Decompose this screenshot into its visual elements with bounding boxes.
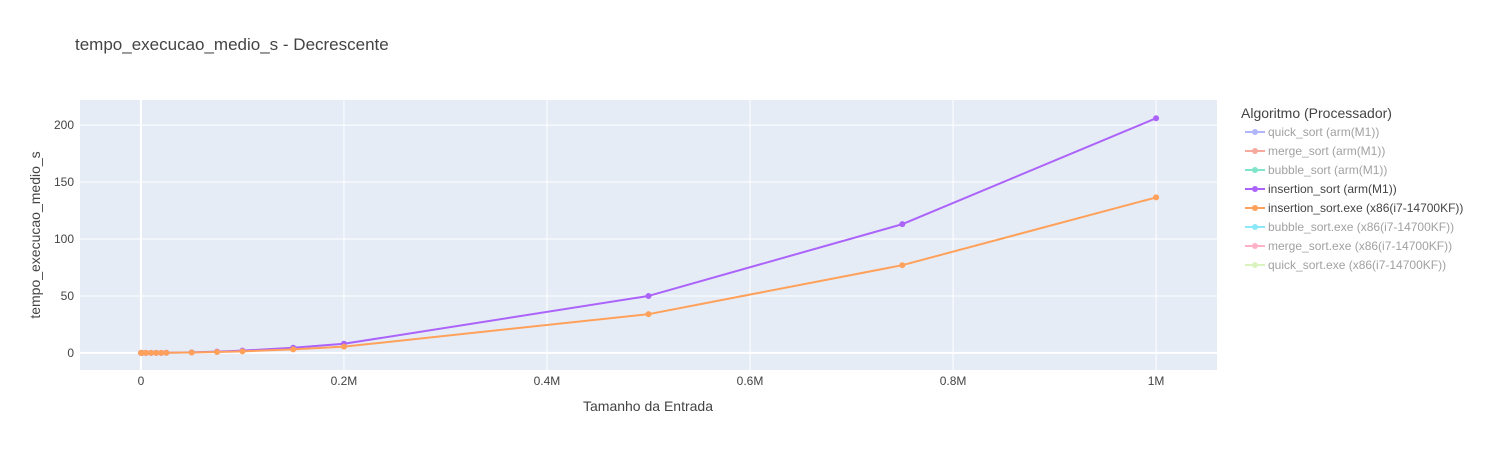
x-axis-ticks: 0 0.2M 0.4M 0.6M 0.8M 1M	[138, 374, 1165, 388]
data-point	[153, 349, 160, 356]
series-layer	[138, 115, 1160, 356]
legend-items: quick_sort (arm(M1)) merge_sort (arm(M1))…	[1245, 125, 1463, 272]
series-insertion_sort.exe (x86(i7-14700KF))	[138, 194, 1160, 356]
data-point	[1153, 194, 1160, 201]
data-point	[1153, 115, 1160, 122]
chart-title: tempo_execucao_medio_s - Decrescente	[75, 35, 389, 54]
x-tick-label: 0.4M	[534, 374, 561, 388]
data-point	[239, 348, 246, 355]
legend: Algoritmo (Processador) quick_sort (arm(…	[1241, 105, 1463, 272]
data-point	[158, 349, 165, 356]
y-tick-label: 50	[61, 289, 75, 303]
legend-marker-icon	[1252, 167, 1258, 173]
y-tick-label: 150	[54, 175, 74, 189]
grid	[80, 100, 1217, 370]
legend-marker-icon	[1252, 224, 1258, 230]
y-axis-ticks: 0 50 100 150 200	[54, 118, 74, 360]
data-point	[214, 349, 221, 356]
x-tick-label: 1M	[1148, 374, 1165, 388]
legend-item[interactable]: insertion_sort (arm(M1))	[1245, 182, 1397, 196]
legend-marker-icon	[1252, 205, 1258, 211]
legend-label: bubble_sort.exe (x86(i7-14700KF))	[1268, 220, 1454, 234]
legend-label: quick_sort.exe (x86(i7-14700KF))	[1268, 258, 1446, 272]
legend-item[interactable]: quick_sort (arm(M1))	[1245, 125, 1379, 139]
y-axis-title: tempo_execucao_medio_s	[27, 151, 43, 318]
data-point	[340, 343, 347, 350]
y-tick-label: 100	[54, 232, 74, 246]
x-tick-label: 0.6M	[737, 374, 764, 388]
legend-marker-icon	[1252, 186, 1258, 192]
data-point	[645, 311, 652, 318]
legend-item[interactable]: insertion_sort.exe (x86(i7-14700KF))	[1245, 201, 1463, 215]
legend-label: merge_sort (arm(M1))	[1268, 144, 1385, 158]
data-point	[148, 349, 155, 356]
y-tick-label: 0	[67, 346, 74, 360]
data-point	[899, 262, 906, 269]
legend-item[interactable]: merge_sort.exe (x86(i7-14700KF))	[1245, 239, 1452, 253]
legend-item[interactable]: quick_sort.exe (x86(i7-14700KF))	[1245, 258, 1446, 272]
legend-label: insertion_sort.exe (x86(i7-14700KF))	[1268, 201, 1463, 215]
legend-marker-icon	[1252, 262, 1258, 268]
data-point	[188, 349, 195, 356]
y-tick-label: 200	[54, 118, 74, 132]
plot-area	[80, 100, 1217, 370]
legend-label: bubble_sort (arm(M1))	[1268, 163, 1387, 177]
x-tick-label: 0.8M	[940, 374, 967, 388]
x-tick-label: 0.2M	[331, 374, 358, 388]
legend-marker-icon	[1252, 129, 1258, 135]
data-point	[645, 292, 652, 299]
data-point	[142, 349, 149, 356]
data-point	[163, 349, 170, 356]
x-axis-title: Tamanho da Entrada	[583, 398, 713, 414]
legend-label: merge_sort.exe (x86(i7-14700KF))	[1268, 239, 1452, 253]
legend-item[interactable]: bubble_sort.exe (x86(i7-14700KF))	[1245, 220, 1454, 234]
legend-marker-icon	[1252, 148, 1258, 154]
legend-item[interactable]: bubble_sort (arm(M1))	[1245, 163, 1387, 177]
x-tick-label: 0	[138, 374, 145, 388]
legend-label: quick_sort (arm(M1))	[1268, 125, 1379, 139]
legend-title: Algoritmo (Processador)	[1241, 105, 1392, 121]
data-point	[899, 221, 906, 228]
data-point	[290, 346, 297, 353]
legend-item[interactable]: merge_sort (arm(M1))	[1245, 144, 1385, 158]
legend-marker-icon	[1252, 243, 1258, 249]
legend-label: insertion_sort (arm(M1))	[1268, 182, 1397, 196]
